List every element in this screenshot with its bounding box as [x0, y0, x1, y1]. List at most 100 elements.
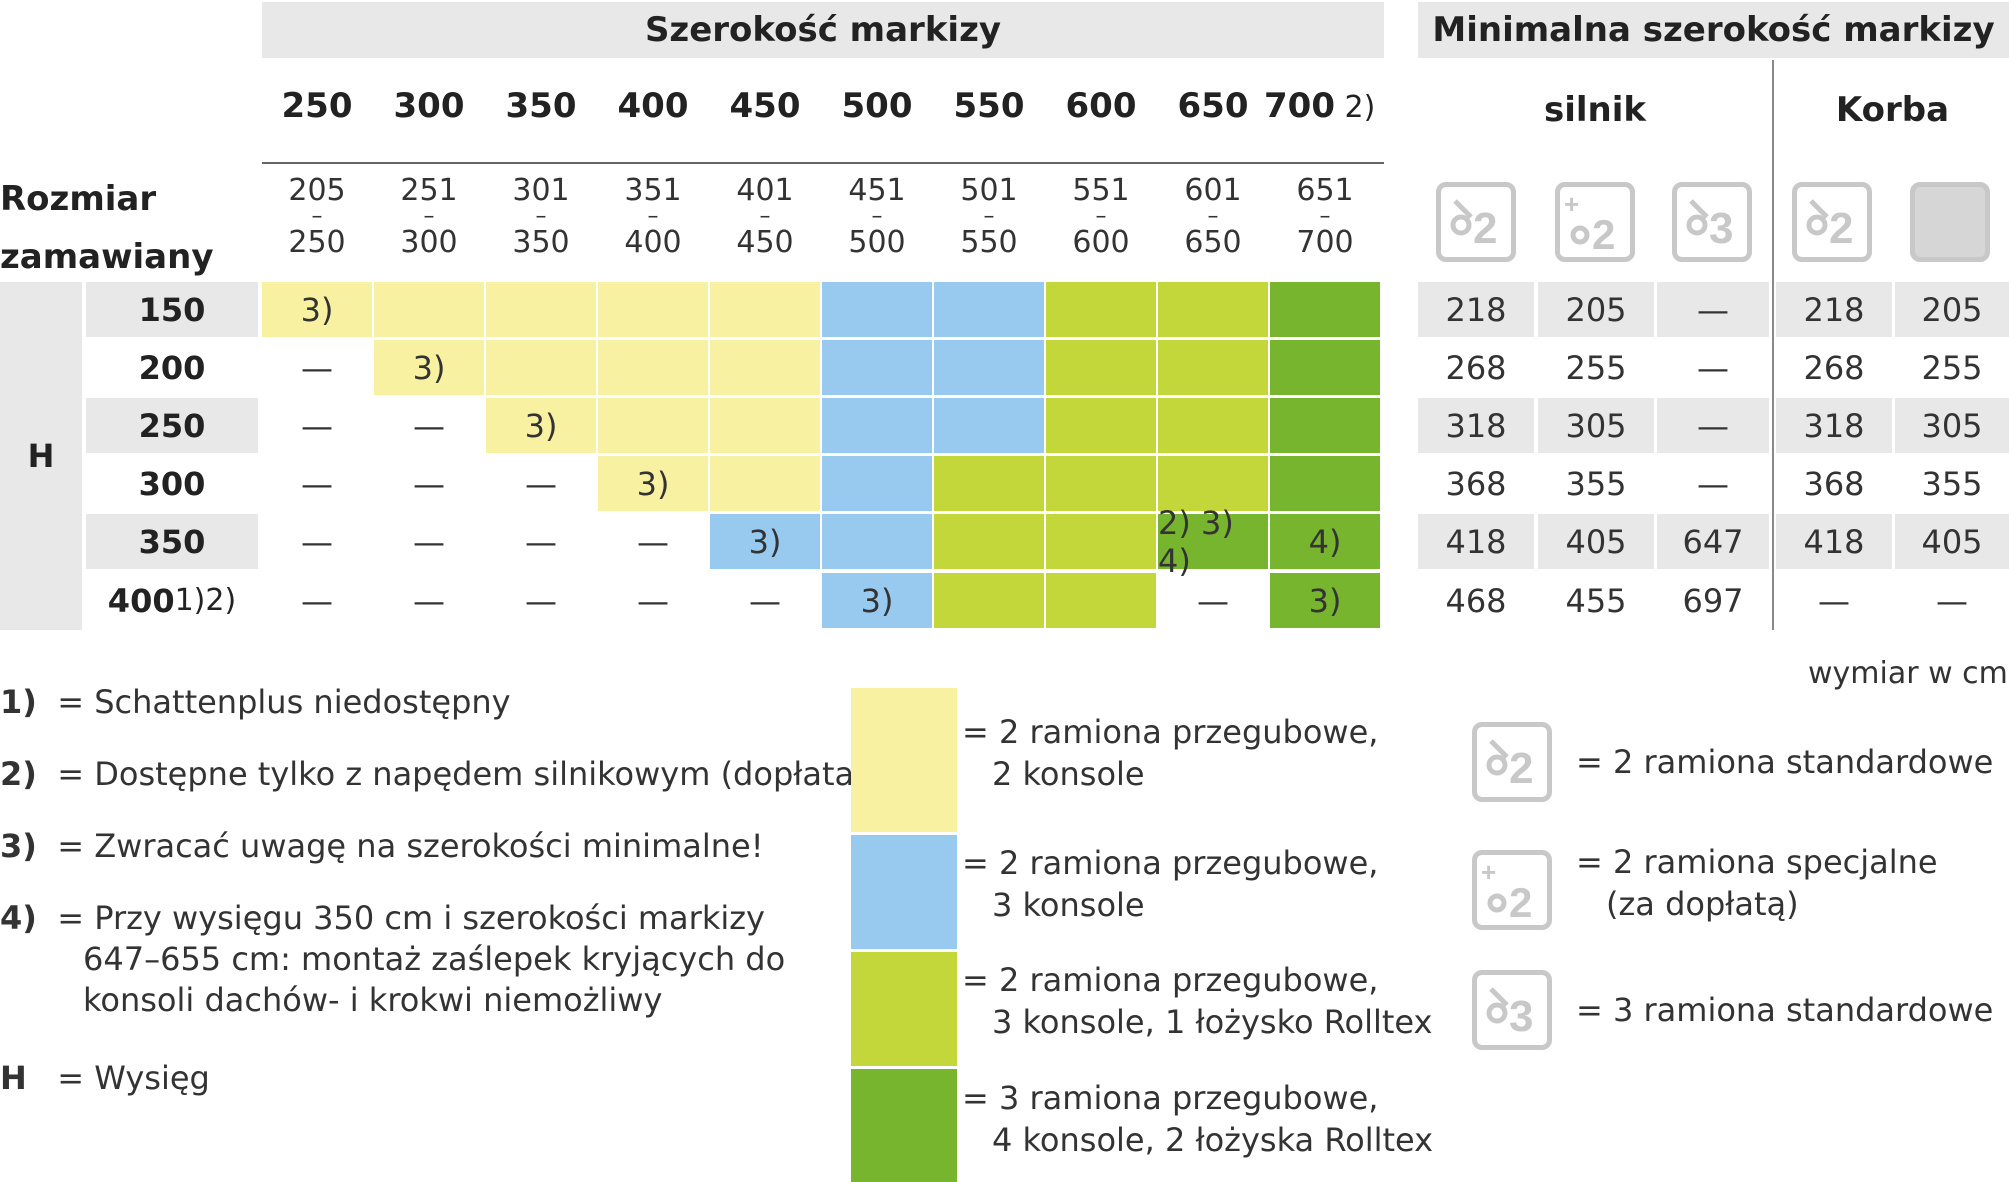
width-column-header: 500 — [841, 86, 913, 126]
table-cell — [710, 398, 820, 453]
range-dash: – — [423, 204, 435, 229]
size-range: 451–500 — [822, 176, 932, 258]
size-range: 401–450 — [710, 176, 820, 258]
range-to: 700 — [1296, 225, 1354, 260]
table-cell — [934, 514, 1044, 569]
table-cell — [1046, 573, 1156, 628]
h-value: 200 — [138, 348, 206, 387]
range-to: 650 — [1184, 225, 1242, 260]
range-dash: – — [535, 204, 547, 229]
table-cell: 3) — [486, 398, 596, 453]
footnotes: 1) = Schattenplus niedostępny 2) = Dostę… — [0, 682, 867, 1099]
size-range: 251–300 — [374, 176, 484, 258]
table-cell — [822, 456, 932, 511]
width-column-header: 700 2) — [1264, 86, 1414, 126]
h-value: 350 — [138, 522, 206, 561]
min-width-cell: 255 — [1565, 348, 1627, 387]
width-title: Szerokość markizy — [644, 10, 1002, 50]
table-cell: 3) — [374, 340, 484, 395]
svg-text:2: 2 — [1473, 204, 1497, 253]
table-cell: — — [1197, 581, 1229, 620]
table-cell: — — [749, 581, 781, 620]
svg-text:+: + — [1564, 189, 1579, 219]
range-to: 600 — [1072, 225, 1130, 260]
min-width-cell: 205 — [1895, 282, 2009, 337]
range-to: 550 — [960, 225, 1018, 260]
legend-swatch-blue — [851, 835, 957, 949]
svg-text:2: 2 — [1829, 204, 1853, 253]
min-width-cell: 305 — [1895, 398, 2009, 453]
svg-text:2: 2 — [1509, 879, 1532, 925]
legend-text-green: = 3 ramiona przegubowe, 4 konsole, 2 łoży… — [962, 1079, 1434, 1159]
min-width-title: Minimalna szerokość markizy — [1432, 10, 1995, 50]
table-cell: — — [301, 464, 333, 503]
h-value-cell: 300 — [86, 456, 258, 511]
width-column-header: 350 — [505, 86, 577, 126]
table-cell: 3) — [1270, 573, 1380, 628]
width-column-header: 450 — [729, 86, 801, 126]
min-width-cell: — — [1818, 581, 1850, 620]
range-to: 450 — [736, 225, 794, 260]
size-range: 651–700 — [1270, 176, 1380, 258]
min-width-cell: 218 — [1776, 282, 1892, 337]
min-width-cell: 318 — [1418, 398, 1534, 453]
range-dash: – — [983, 204, 995, 229]
min-width-cell: 418 — [1776, 514, 1892, 569]
h-value-cell: 250 — [86, 398, 258, 453]
size-range: 205–250 — [262, 176, 372, 258]
range-from: 401 — [736, 173, 794, 208]
h-value: 150 — [138, 290, 206, 329]
h-footnote-ref: 1)2) — [174, 583, 237, 618]
range-to: 300 — [400, 225, 458, 260]
svg-text:+: + — [1481, 857, 1496, 887]
range-to: 350 — [512, 225, 570, 260]
h-value-cell: 350 — [86, 514, 258, 569]
table-cell — [710, 340, 820, 395]
range-from: 251 — [400, 173, 458, 208]
ordered-size-label: Rozmiar zamawiany — [0, 179, 214, 277]
legend-swatch-yellow — [851, 688, 957, 832]
min-width-cell: — — [1697, 464, 1729, 503]
legend-swatch-green — [851, 1069, 957, 1182]
svg-text:3: 3 — [1709, 204, 1733, 253]
table-cell — [934, 340, 1044, 395]
svg-text:3: 3 — [1509, 992, 1533, 1041]
table-cell — [1046, 340, 1156, 395]
table-cell: 3) — [262, 282, 372, 337]
table-cell — [1046, 514, 1156, 569]
table-cell: — — [301, 522, 333, 561]
table-cell — [934, 573, 1044, 628]
range-from: 451 — [848, 173, 906, 208]
table-cell: — — [637, 522, 669, 561]
range-from: 601 — [1184, 173, 1242, 208]
width-value: 700 — [1264, 86, 1335, 126]
arm-2-icon: 2 — [1792, 182, 1872, 262]
icon-legend-text-3: = 3 ramiona standardowe — [1576, 991, 1994, 1029]
table-cell: — — [301, 406, 333, 445]
motor-label: silnik — [1543, 90, 1647, 130]
width-column-header: 300 — [393, 86, 465, 126]
min-width-cell: 268 — [1803, 348, 1865, 387]
width-footnote-ref: 2) — [1334, 90, 1376, 125]
table-cell — [1270, 398, 1380, 453]
footnote-1: 1) = Schattenplus niedostępny — [0, 683, 511, 721]
unit-note: wymiar w cm — [1808, 656, 2008, 691]
min-width-header: Minimalna szerokość markizy — [1418, 2, 2009, 58]
h-value-cell: 400 1)2) — [86, 573, 258, 628]
arm-3-icon: 3 — [1472, 970, 1552, 1050]
min-width-cell: 418 — [1418, 514, 1534, 569]
width-header: Szerokość markizy — [262, 2, 1384, 58]
table-cell — [486, 282, 596, 337]
min-width-cell: 268 — [1445, 348, 1507, 387]
min-width-cell: 255 — [1921, 348, 1983, 387]
min-width-cell: 697 — [1682, 581, 1744, 620]
table-cell: — — [301, 348, 333, 387]
size-range: 301–350 — [486, 176, 596, 258]
arm-2-icon: 2 — [1472, 722, 1552, 802]
min-width-cell: 368 — [1803, 464, 1865, 503]
table-cell: — — [413, 581, 445, 620]
size-range: 351–400 — [598, 176, 708, 258]
table-cell — [1158, 398, 1268, 453]
min-width-cell: — — [1697, 348, 1729, 387]
range-from: 351 — [624, 173, 682, 208]
